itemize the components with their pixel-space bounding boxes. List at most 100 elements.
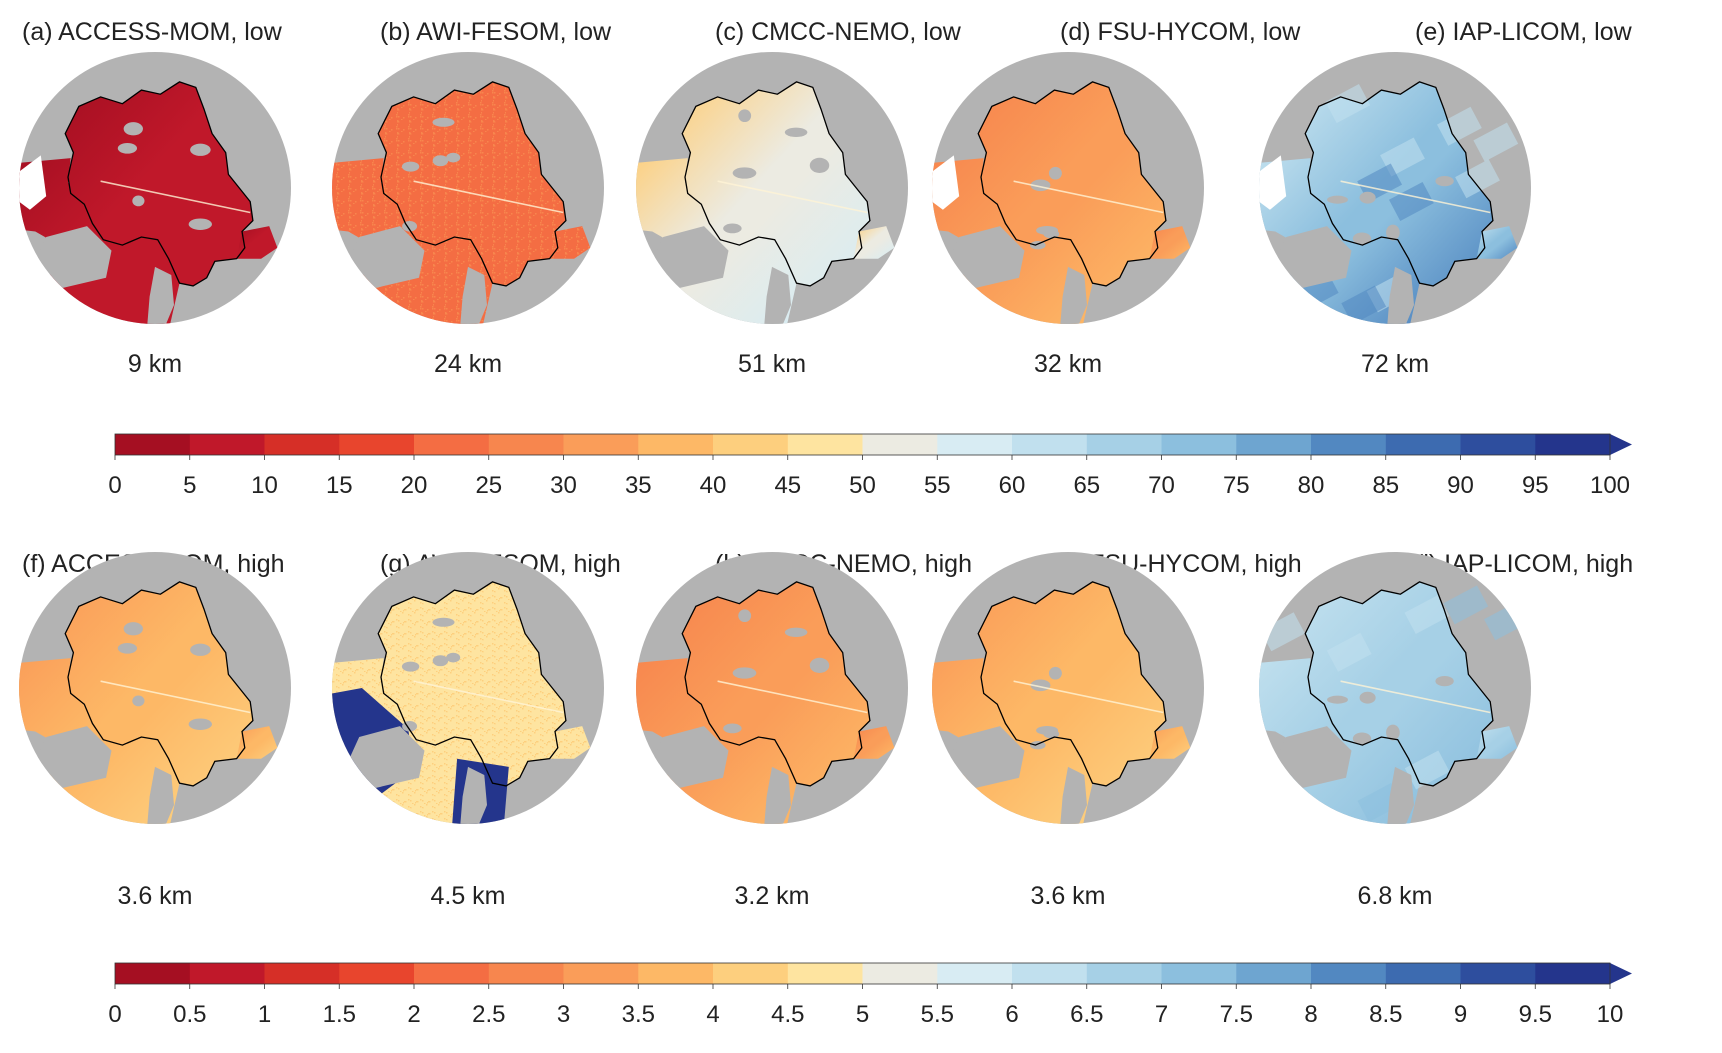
island (432, 117, 455, 127)
island (809, 657, 830, 674)
grid-block (1404, 594, 1450, 634)
colorbar-tick-label: 3 (557, 1001, 570, 1028)
colorbar-high: 0 0.5 1 1.5 2 2.5 3 3.5 4 4.5 5 5.5 6 6.5 7 7.5 8 8.5 9 9.5… (108, 962, 1632, 1028)
grid-block (1341, 285, 1387, 324)
colorbar-extend-arrow (1610, 963, 1632, 984)
seam-line (413, 680, 564, 714)
grid-block (1325, 84, 1371, 124)
resolution-label: 3.6 km (117, 882, 192, 910)
colorbar-segment (787, 963, 864, 984)
island (446, 152, 461, 163)
island (784, 627, 808, 637)
island (132, 195, 145, 207)
resolution-label: 72 km (1361, 350, 1429, 378)
island (723, 223, 742, 234)
island (401, 161, 420, 172)
colorbar-segment (1236, 963, 1312, 984)
arctic-basin (1305, 581, 1493, 786)
colorbar-low: 0 5 10 15 20 25 30 35 40 45 50 55 60 65 70 75 80 85 90 95 10… (108, 433, 1632, 499)
colorbar-tick-label: 9 (1454, 1001, 1467, 1028)
colorbar-tick-label: 45 (774, 472, 801, 499)
colorbars: 0 5 10 15 20 25 30 35 40 45 50 55 60 65 70 75 80 85 90 95 10… (108, 433, 1632, 1028)
colorbar-segment (264, 434, 340, 455)
colorbar-segment (115, 434, 191, 455)
pacific-inlet (549, 226, 591, 259)
colorbar-tick-label: 95 (1522, 472, 1549, 499)
grid-block (1437, 106, 1482, 146)
resolution-label: 6.8 km (1357, 882, 1432, 910)
landmass (32, 226, 112, 289)
colorbar-segment (414, 963, 490, 984)
seam-line (1013, 680, 1164, 714)
colorbar-segment (189, 963, 266, 984)
unmasked-patch (932, 155, 960, 210)
colorbar-segment (189, 434, 266, 455)
arctic-basin (378, 81, 566, 286)
landmass (459, 266, 487, 324)
map-disc (932, 52, 1204, 324)
arctic-basin (978, 581, 1166, 786)
colorbar-segment (115, 963, 191, 984)
grid-block (1389, 181, 1434, 221)
landmass (1272, 226, 1352, 289)
map-panels: (a) ACCESS-MOM, low 9 km (b) AWI-FESOM, lo… (19, 18, 1633, 910)
grid-block (1326, 632, 1372, 672)
map-panel-d: (d) FSU-HYCOM, low 32 km (932, 18, 1301, 378)
landmass (1272, 726, 1352, 789)
colorbar-tick-label: 65 (1073, 472, 1100, 499)
map-panel-a: (a) ACCESS-MOM, low 9 km (19, 18, 291, 378)
colorbar-segment (1385, 434, 1462, 455)
resolution-label: 51 km (738, 350, 806, 378)
island (723, 723, 742, 734)
colorbar-segment (1311, 434, 1387, 455)
colorbar-segment (937, 963, 1013, 984)
island (123, 622, 143, 636)
colorbar-segment (563, 963, 639, 984)
grid-block (1443, 585, 1489, 625)
colorbar-tick-label: 15 (326, 472, 353, 499)
map-disc (932, 552, 1204, 824)
colorbar-tick-label: 7 (1155, 1001, 1168, 1028)
colorbar-segment (1161, 434, 1237, 455)
seam-line (1340, 680, 1491, 714)
resolution-label: 3.2 km (734, 882, 809, 910)
landmass (649, 726, 729, 789)
panel-title: (c) CMCC-NEMO, low (715, 18, 962, 46)
colorbar-segment (1086, 963, 1163, 984)
map-disc (636, 552, 908, 824)
unmasked-patch (19, 155, 47, 210)
island (1048, 666, 1062, 680)
basin-outline (681, 81, 871, 287)
map-disc (332, 52, 604, 324)
resolution-label: 4.5 km (430, 882, 505, 910)
island (123, 122, 143, 136)
seam-line (413, 180, 564, 214)
island (1435, 676, 1454, 687)
colorbar-segment (414, 434, 490, 455)
pacific-inlet (236, 726, 278, 759)
colorbar-tick-label: 0 (108, 1001, 121, 1028)
island (784, 127, 808, 137)
colorbar-segment (1535, 963, 1611, 984)
landmass (649, 226, 729, 289)
colorbar-tick-label: 6 (1005, 1001, 1018, 1028)
pacific-inlet (853, 726, 895, 759)
pacific-inlet (236, 226, 278, 259)
seam-line (100, 180, 251, 214)
colorbar-tick-label: 6.5 (1070, 1001, 1103, 1028)
basin-outline (977, 81, 1167, 287)
colorbar-tick-label: 10 (251, 472, 278, 499)
basin-outline (1304, 81, 1494, 287)
grid-block (1404, 750, 1450, 790)
seam-line (100, 680, 251, 714)
colorbar-tick-label: 35 (625, 472, 652, 499)
map-disc (19, 52, 291, 324)
colorbar-segment (1161, 963, 1237, 984)
island (432, 655, 449, 667)
seam-line (1340, 180, 1491, 214)
pacific-inlet (1149, 226, 1191, 259)
colorbar-segment (638, 963, 714, 984)
island (1386, 224, 1400, 241)
